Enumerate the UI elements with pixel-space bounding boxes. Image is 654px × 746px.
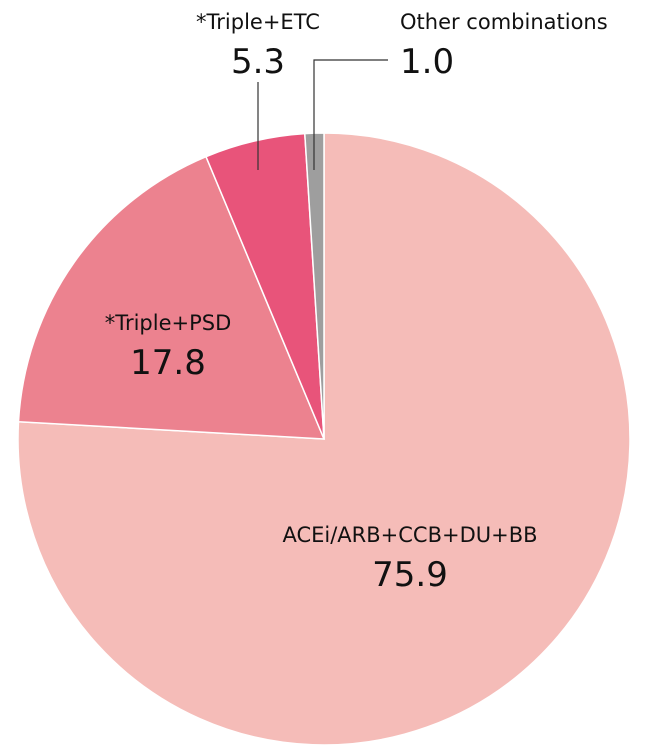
leader-line <box>313 59 388 170</box>
category-label: *Triple+ETC <box>196 10 320 34</box>
category-label: ACEi/ARB+CCB+DU+BB <box>282 523 537 547</box>
slice <box>17 132 631 746</box>
slices <box>17 132 631 746</box>
value-label: 1.0 <box>400 42 454 82</box>
value-label: 17.8 <box>130 343 206 383</box>
value-label: 75.9 <box>372 555 448 595</box>
leaders <box>257 59 388 170</box>
category-label: *Triple+PSD <box>105 311 232 335</box>
slice <box>17 155 326 440</box>
labels: ACEi/ARB+CCB+DU+BB 75.9 *Triple+PSD 17.8 *Tr… <box>105 10 608 595</box>
value-label: 5.3 <box>231 42 285 82</box>
category-label: Other combinations <box>400 10 608 34</box>
